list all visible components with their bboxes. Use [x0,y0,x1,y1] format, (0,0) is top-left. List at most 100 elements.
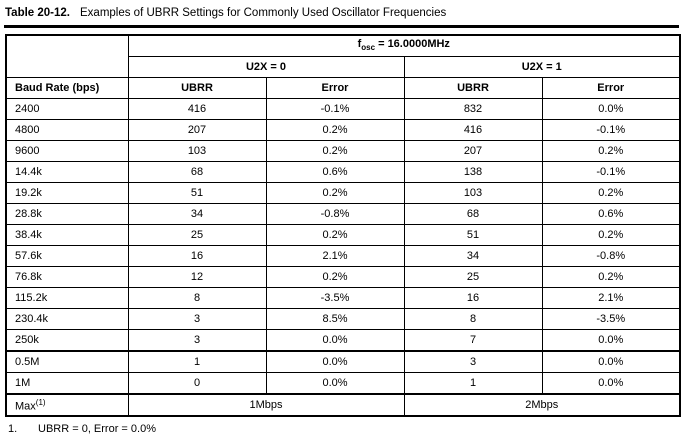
datasheet-page: Table 20-12. Examples of UBRR Settings fo… [4,7,681,435]
error-u2x0-cell: 0.0% [265,329,405,352]
ubrr-u2x0-cell: 25 [127,224,267,246]
ubrr-u2x1-cell: 832 [403,98,543,120]
table-row: 9600 103 0.2% 207 0.2% [5,140,681,162]
fosc-header-cell: fosc = 16.0000MHz [127,34,681,57]
baud-rate-cell: 76.8k [5,266,129,288]
error-u2x0-cell: 0.2% [265,182,405,204]
error-u2x1-header-cell: Error [541,77,681,99]
ubrr-u2x0-header-cell: UBRR [127,77,267,99]
ubrr-u2x1-cell: 138 [403,161,543,183]
ubrr-u2x0-cell: 3 [127,329,267,352]
error-u2x0-cell: -3.5% [265,287,405,309]
baud-rate-cell: 28.8k [5,203,129,225]
baud-rate-cell: 38.4k [5,224,129,246]
error-u2x1-cell: -0.8% [541,245,681,267]
error-u2x1-cell: 0.0% [541,329,681,352]
max-footnote-ref: (1) [35,398,46,408]
table-row: 76.8k 12 0.2% 25 0.2% [5,266,681,288]
footnote-text: UBRR = 0, Error = 0.0% [38,423,156,435]
table-row: 0.5M 1 0.0% 3 0.0% [5,350,681,373]
error-u2x1-cell: 0.0% [541,98,681,120]
max-u2x0-cell: 1Mbps [127,393,405,417]
error-u2x0-cell: 0.0% [265,350,405,373]
max-label-cell: Max(1) [5,393,129,417]
baud-rate-cell: 250k [5,329,129,352]
ubrr-u2x0-cell: 3 [127,308,267,330]
title-rule [4,25,679,28]
table-row: 115.2k 8 -3.5% 16 2.1% [5,287,681,309]
error-u2x0-cell: 0.6% [265,161,405,183]
ubrr-u2x1-cell: 25 [403,266,543,288]
table-row: 19.2k 51 0.2% 103 0.2% [5,182,681,204]
fosc-subscript: osc [361,43,376,53]
error-u2x1-cell: 0.2% [541,266,681,288]
error-u2x1-cell: -0.1% [541,161,681,183]
error-u2x0-cell: 0.2% [265,140,405,162]
ubrr-u2x0-cell: 416 [127,98,267,120]
ubrr-u2x1-cell: 16 [403,287,543,309]
caption-label: Table 20-12. [5,7,70,19]
error-u2x0-cell: -0.8% [265,203,405,225]
error-u2x1-cell: 2.1% [541,287,681,309]
ubrr-u2x1-cell: 3 [403,350,543,373]
footnote-number: 1. [8,423,18,435]
ubrr-u2x1-header-cell: UBRR [403,77,543,99]
ubrr-u2x0-cell: 68 [127,161,267,183]
error-u2x1-cell: 0.0% [541,350,681,373]
ubrr-u2x1-cell: 416 [403,119,543,141]
error-u2x0-cell: 0.2% [265,224,405,246]
ubrr-u2x1-cell: 7 [403,329,543,352]
ubrr-u2x0-cell: 34 [127,203,267,225]
error-u2x1-cell: -3.5% [541,308,681,330]
ubrr-u2x0-cell: 8 [127,287,267,309]
baud-rate-cell: 0.5M [5,350,129,373]
baud-rate-cell: 230.4k [5,308,129,330]
ubrr-u2x0-cell: 16 [127,245,267,267]
max-u2x1-cell: 2Mbps [403,393,681,417]
table-row: 4800 207 0.2% 416 -0.1% [5,119,681,141]
ubrr-u2x1-cell: 34 [403,245,543,267]
baud-rate-cell: 2400 [5,98,129,120]
baud-rate-cell: 57.6k [5,245,129,267]
baud-rate-header-cell: Baud Rate (bps) [5,77,129,99]
table-row: 57.6k 16 2.1% 34 -0.8% [5,245,681,267]
error-u2x1-cell: 0.2% [541,140,681,162]
u2x1-header-cell: U2X = 1 [403,56,681,78]
baud-rate-cell: 4800 [5,119,129,141]
ubrr-u2x1-cell: 207 [403,140,543,162]
ubrr-u2x0-cell: 1 [127,350,267,373]
ubrr-u2x1-cell: 68 [403,203,543,225]
ubrr-u2x1-cell: 51 [403,224,543,246]
ubrr-settings-table: fosc = 16.0000MHz U2X = 0 U2X = 1 Baud R… [5,34,681,417]
ubrr-u2x1-cell: 8 [403,308,543,330]
table-row: 28.8k 34 -0.8% 68 0.6% [5,203,681,225]
ubrr-u2x0-cell: 103 [127,140,267,162]
fosc-header-row: fosc = 16.0000MHz [5,34,681,78]
table-row: 2400 416 -0.1% 832 0.0% [5,98,681,120]
baud-rate-cell: 1M [5,372,129,395]
table-row: 14.4k 68 0.6% 138 -0.1% [5,161,681,183]
error-u2x0-cell: 8.5% [265,308,405,330]
error-u2x1-cell: 0.6% [541,203,681,225]
baud-rate-cell: 115.2k [5,287,129,309]
error-u2x0-cell: 2.1% [265,245,405,267]
fosc-symbol: f [357,37,362,50]
error-u2x1-cell: 0.0% [541,372,681,395]
error-u2x0-cell: 0.2% [265,119,405,141]
fosc-value: = 16.0000MHz [375,37,450,50]
error-u2x0-cell: 0.2% [265,266,405,288]
baud-rate-cell: 19.2k [5,182,129,204]
ubrr-u2x1-cell: 103 [403,182,543,204]
baud-rate-cell: 9600 [5,140,129,162]
table-row: 250k 3 0.0% 7 0.0% [5,329,681,352]
ubrr-u2x0-cell: 51 [127,182,267,204]
table-caption: Table 20-12. Examples of UBRR Settings fo… [5,7,678,20]
caption-text: Examples of UBRR Settings for Commonly U… [80,7,447,19]
max-row: Max(1) 1Mbps 2Mbps [5,393,681,417]
error-u2x1-cell: 0.2% [541,224,681,246]
table-row: 230.4k 3 8.5% 8 -3.5% [5,308,681,330]
error-u2x0-cell: 0.0% [265,372,405,395]
u2x0-header-cell: U2X = 0 [127,56,405,78]
ubrr-u2x0-cell: 207 [127,119,267,141]
footnote: 1. UBRR = 0, Error = 0.0% [8,423,679,436]
